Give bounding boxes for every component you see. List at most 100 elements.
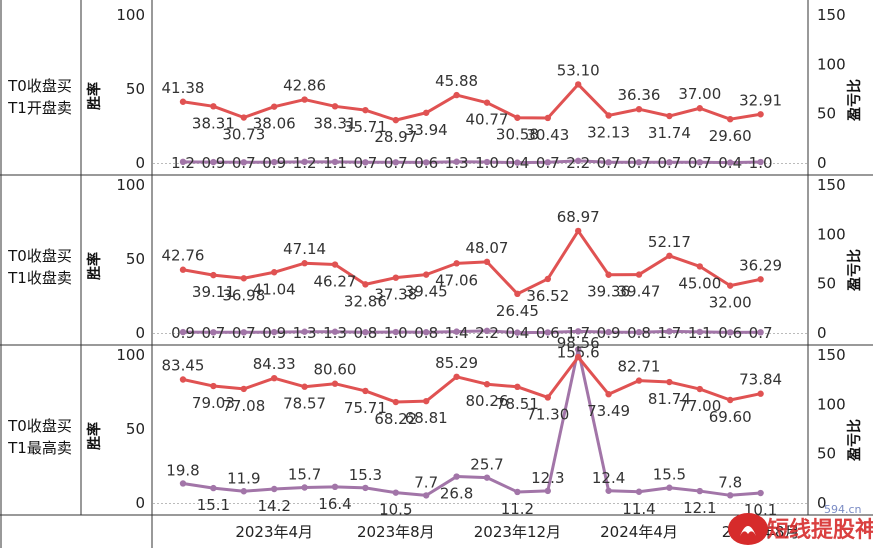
win-rate-point: [423, 397, 430, 405]
win-rate-point: [271, 374, 278, 382]
left-axis-title: 胜率: [86, 252, 103, 280]
win-rate-data-label: 30.73: [222, 126, 265, 144]
win-rate-data-label: 69.60: [709, 408, 752, 426]
profit-ratio-point: [392, 489, 399, 496]
left-axis-tick-label: 100: [116, 176, 145, 194]
win-rate-data-label: 68.22: [374, 410, 417, 428]
chart-panel-3: T0收盘买 T1最高卖 100 50 0 胜率 150 100 50 0 盈亏比 19.8 15.1 11…: [7, 334, 863, 519]
right-axis-tick-label: 150: [817, 346, 846, 364]
profit-ratio-point: [392, 328, 399, 336]
win-rate-data-label: 36.29: [739, 256, 782, 274]
win-rate-data-label: 45.88: [435, 72, 478, 90]
right-axis-tick-label: 50: [817, 275, 836, 293]
win-rate-data-label: 30.58: [496, 126, 539, 144]
win-rate-point: [271, 103, 278, 110]
profit-ratio-data-label: 12.1: [683, 499, 716, 517]
win-rate-data-label: 37.00: [678, 85, 721, 103]
profit-ratio-point: [362, 484, 369, 492]
win-rate-point: [331, 380, 339, 387]
profit-ratio-point: [483, 158, 491, 166]
profit-ratio-data-label: 11.2: [501, 500, 534, 518]
win-rate-data-label: 41.38: [162, 79, 205, 97]
row-label-line-1: T0收盘买: [7, 77, 72, 95]
profit-ratio-point: [271, 158, 278, 166]
left-axis-tick-label: 50: [126, 250, 145, 268]
profit-ratio-point: [635, 329, 643, 336]
x-axis-tick-label: 2023年8月: [357, 523, 435, 541]
profit-ratio-data-label: 0.6: [414, 154, 438, 172]
profit-ratio-data-label: 0.7: [749, 324, 773, 342]
profit-ratio-point: [210, 484, 217, 492]
row-label-line-2: T1开盘卖: [7, 99, 72, 117]
right-axis-tick-label: 150: [817, 6, 846, 24]
left-axis-tick-label: 100: [116, 346, 145, 364]
profit-ratio-data-label: 1.0: [384, 324, 408, 342]
right-axis-tick-label: 150: [817, 176, 846, 194]
profit-ratio-data-label: 12.4: [592, 469, 625, 487]
win-rate-point: [483, 99, 491, 106]
win-rate-point: [727, 396, 734, 404]
win-rate-point: [240, 114, 247, 121]
win-rate-data-label: 48.07: [466, 239, 509, 257]
win-rate-data-label: 81.74: [648, 390, 691, 408]
win-rate-data-label: 53.10: [557, 61, 600, 79]
profit-ratio-data-label: 0.4: [718, 154, 742, 172]
win-rate-point: [179, 376, 187, 383]
profit-ratio-point: [331, 158, 339, 166]
watermark: 594.cn 短线提股神: [728, 503, 873, 545]
profit-ratio-data-label: 0.9: [201, 154, 225, 172]
profit-ratio-point: [666, 159, 673, 166]
profit-ratio-point: [240, 488, 247, 495]
win-rate-point: [757, 111, 764, 118]
profit-ratio-point: [331, 483, 339, 491]
profit-ratio-point: [179, 158, 187, 166]
profit-ratio-data-label: 1.0: [749, 154, 773, 172]
profit-ratio-data-label: 25.7: [470, 456, 503, 474]
right-axis-tick-label: 100: [817, 225, 846, 243]
win-rate-line: [182, 355, 761, 404]
win-rate-point: [514, 290, 521, 298]
right-axis-title: 盈亏比: [846, 249, 863, 292]
profit-ratio-data-label: 0.9: [171, 324, 195, 342]
profit-ratio-data-label: 7.7: [414, 473, 438, 491]
profit-ratio-data-label: 1.7: [566, 324, 590, 342]
win-rate-point: [757, 390, 764, 397]
win-rate-data-label: 32.91: [739, 91, 782, 109]
x-axis-tick-label: 2023年12月: [474, 523, 561, 541]
win-rate-data-label: 41.04: [253, 280, 296, 298]
x-axis-tick-label: 2024年4月: [600, 523, 678, 541]
win-rate-point: [453, 91, 460, 99]
win-rate-data-label: 83.45: [162, 356, 205, 374]
profit-ratio-data-label: 0.9: [597, 324, 621, 342]
win-rate-data-label: 73.49: [587, 402, 630, 420]
profit-ratio-data-label: 0.9: [262, 324, 286, 342]
win-rate-point: [210, 103, 217, 110]
row-label-line-1: T0收盘买: [7, 247, 72, 265]
win-rate-data-label: 38.31: [314, 114, 357, 132]
win-rate-point: [453, 260, 460, 267]
profit-ratio-point: [696, 328, 703, 336]
profit-ratio-data-label: 0.8: [627, 324, 651, 342]
win-rate-point: [635, 377, 643, 384]
profit-ratio-data-label: 2.2: [566, 154, 590, 172]
profit-ratio-point: [727, 492, 734, 499]
profit-ratio-point: [696, 487, 703, 495]
profit-ratio-line: [182, 347, 761, 497]
profit-ratio-point: [423, 492, 430, 499]
profit-ratio-data-label: 14.2: [257, 497, 290, 515]
x-axis: 2023年4月2023年8月2023年12月2024年4月2024年8月: [235, 523, 799, 541]
win-rate-data-label: 47.14: [283, 240, 326, 258]
win-rate-data-label: 77.00: [678, 397, 721, 415]
right-axis-tick-label: 100: [817, 55, 846, 73]
win-rate-point: [635, 105, 643, 113]
profit-ratio-point: [727, 159, 734, 166]
win-rate-data-label: 39.47: [618, 283, 661, 301]
win-rate-data-label: 37.38: [374, 286, 417, 304]
profit-ratio-data-label: 1.3: [323, 324, 347, 342]
left-axis-tick-label: 0: [135, 324, 145, 342]
win-rate-point: [575, 81, 582, 88]
win-rate-point: [635, 271, 643, 278]
profit-ratio-line: [182, 329, 761, 335]
win-rate-point: [575, 353, 582, 361]
profit-ratio-data-label: 7.8: [718, 473, 742, 491]
